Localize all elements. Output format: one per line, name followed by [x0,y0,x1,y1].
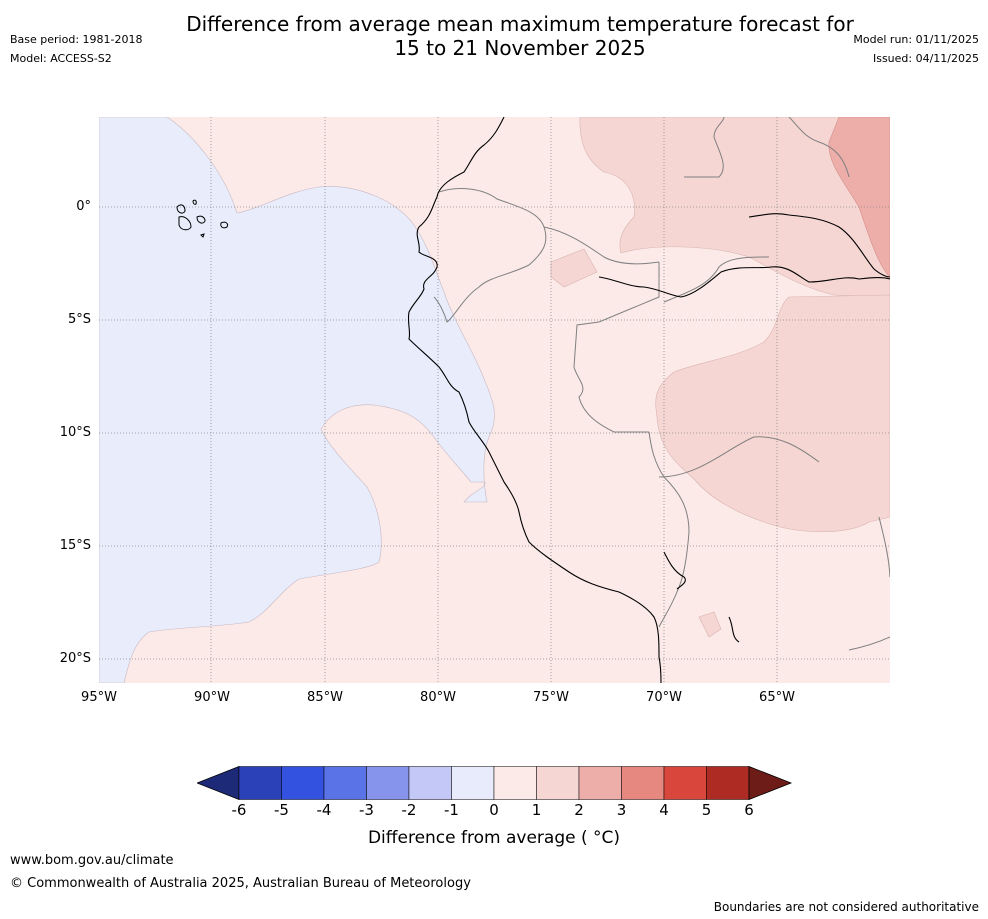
cb-tick: 1 [531,801,542,819]
cb-tick: -1 [444,801,459,819]
title-line-1: Difference from average mean maximum tem… [186,12,854,36]
colorbar-cell [451,766,495,800]
anomaly-2-3-region [828,117,890,278]
colorbar-extend-high [748,766,793,800]
cb-tick: 2 [574,801,584,819]
colorbar-cell [238,766,282,800]
colorbar-cell [663,766,707,800]
colorbar-cell [536,766,580,800]
colorbar-cell [408,766,452,800]
country-borders [433,117,890,651]
lat-label-20s: 20°S [59,651,91,666]
lat-label-10s: 10°S [59,425,91,440]
colorbar-cell [706,766,750,800]
colorbar-label: Difference from average ( °C) [367,828,621,848]
colorbar-cell [493,766,537,800]
colorbar-extend-low [197,766,240,800]
colorbar-cell [621,766,665,800]
anomaly-neg1-0-region [99,117,495,683]
meta-left: Base period: 1981-2018 Model: ACCESS-S2 [10,33,142,71]
cb-tick: 4 [659,801,669,819]
forecast-map [99,117,890,683]
coastline [407,117,890,683]
lat-label-5s: 5°S [67,312,91,327]
lon-label-65w: 65°W [759,690,795,705]
lon-label-70w: 70°W [646,690,682,705]
cb-tick: 0 [489,801,499,819]
galapagos-islands [176,199,228,238]
lon-label-95w: 95°W [81,690,117,705]
footer-url[interactable]: www.bom.gov.au/climate [10,853,174,868]
cb-tick: 5 [701,801,712,819]
graticule [99,117,890,683]
lon-label-90w: 90°W [194,690,230,705]
cb-tick: -6 [231,801,247,819]
lat-label-0: 0° [76,199,91,214]
model-run: Model run: 01/11/2025 [853,33,979,46]
colorbar-cell [323,766,367,800]
issued-date: Issued: 04/11/2025 [872,52,979,65]
footer-copyright: © Commonwealth of Australia 2025, Austra… [10,876,471,891]
lon-label-80w: 80°W [420,690,456,705]
anomaly-1-2-region-south [655,294,890,532]
base-period: Base period: 1981-2018 [10,33,143,46]
cb-tick: -3 [359,801,374,819]
title-line-2: 15 to 21 November 2025 [394,36,646,60]
colorbar [197,766,793,800]
footer-note: Boundaries are not considered authoritat… [713,900,979,914]
anomaly-1-2-region-north [579,117,890,298]
colorbar-cell [366,766,410,800]
anomaly-1-2-patch-south [698,611,722,638]
cb-tick: -4 [316,801,332,819]
cb-tick: -2 [401,801,417,819]
cb-tick: 3 [616,801,627,819]
cb-tick: 6 [744,801,754,819]
cb-tick: -5 [274,801,289,819]
lon-label-85w: 85°W [307,690,343,705]
colorbar-cell [578,766,622,800]
lat-label-15s: 15°S [59,538,91,553]
meta-right: Model run: 01/11/2025 Issued: 04/11/2025 [853,33,979,71]
model-name: Model: ACCESS-S2 [10,52,112,65]
chart-title: Difference from average mean maximum tem… [0,12,988,60]
lon-label-75w: 75°W [533,690,569,705]
anomaly-1-2-patch [550,248,598,288]
colorbar-cell [281,766,325,800]
